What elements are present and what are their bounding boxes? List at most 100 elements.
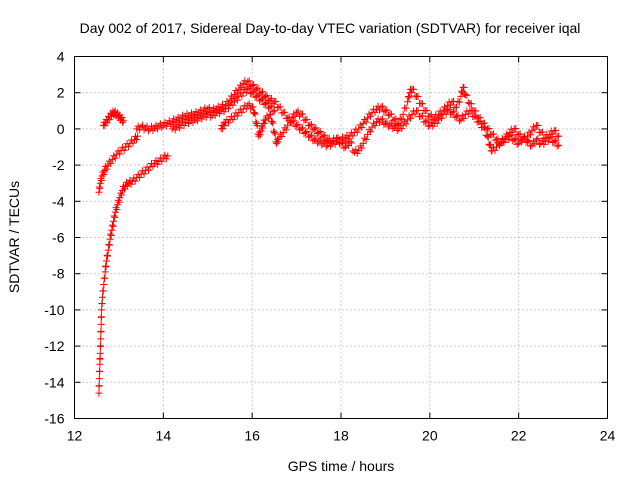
data-point [294,120,302,128]
data-point [528,127,536,135]
data-point [355,125,363,133]
data-point [528,141,536,149]
data-point [273,139,281,147]
data-points [95,77,563,397]
data-point [270,127,278,135]
data-point [489,130,497,138]
data-point [353,128,361,136]
data-point [131,177,139,185]
data-point [272,97,280,105]
data-point [125,143,133,151]
data-point [282,126,290,134]
data-point [316,136,324,144]
data-point [259,88,267,96]
x-tick-label: 22 [511,428,527,444]
data-point [296,112,304,120]
data-point [426,112,434,120]
data-point [269,119,277,127]
y-tick-label: -14 [44,374,64,390]
data-point [115,198,123,206]
data-point [109,222,117,230]
data-point [244,101,252,109]
y-tick-label: 2 [57,85,65,101]
data-point [378,102,386,110]
data-point [224,119,232,127]
data-point [98,172,106,180]
data-point [107,230,115,238]
data-point [230,98,238,106]
data-point [319,132,327,140]
data-point [116,150,124,158]
data-point [337,139,345,147]
x-tick-label: 12 [67,428,83,444]
data-point [407,114,415,122]
data-point [103,165,111,173]
data-point [288,114,296,122]
data-point [95,389,103,397]
y-tick-label: -16 [44,411,64,427]
data-point [165,117,173,125]
data-point [553,142,561,150]
data-point [396,114,404,122]
data-point [179,111,187,119]
data-point [472,112,480,120]
data-point [102,257,110,265]
data-point [414,106,422,114]
data-point [263,91,271,99]
data-point [119,118,127,126]
data-point [410,85,418,93]
data-point [534,135,542,143]
data-point [454,111,462,119]
data-point [368,123,376,131]
data-point [378,115,386,123]
data-point [110,217,118,225]
data-point [259,95,267,103]
data-point [255,132,263,140]
data-point [119,117,127,125]
data-point [347,139,355,147]
y-tick-label: 0 [57,121,65,137]
data-point [110,212,118,220]
grid-lines [74,56,608,419]
data-point [97,313,105,321]
data-point [402,120,410,128]
data-point [293,121,301,129]
data-point [140,170,148,178]
data-point [233,112,241,120]
data-point [327,139,335,147]
data-point [498,135,506,143]
y-tick-label: -2 [52,157,65,173]
data-point [147,122,155,130]
data-point [261,116,269,124]
data-point [252,118,260,126]
data-point [389,125,397,133]
data-point [521,133,529,141]
data-point [504,136,512,144]
data-point [98,300,106,308]
data-point [278,133,286,141]
data-point [450,108,458,116]
data-point [525,137,533,145]
data-point [404,93,412,101]
data-point [484,133,492,141]
data-point [253,122,261,130]
data-point [219,104,227,112]
data-point [104,161,112,169]
data-point [254,84,262,92]
data-point [261,119,269,127]
data-point [299,110,307,118]
data-point [398,116,406,124]
data-point [506,132,514,140]
data-point [544,137,552,145]
data-point [251,110,259,118]
data-point [268,118,276,126]
data-point [108,226,116,234]
data-point [229,101,237,109]
data-point [359,139,367,147]
data-point [512,125,520,133]
data-point [393,126,401,134]
data-point [108,221,116,229]
data-point [527,131,535,139]
data-point [242,88,250,96]
